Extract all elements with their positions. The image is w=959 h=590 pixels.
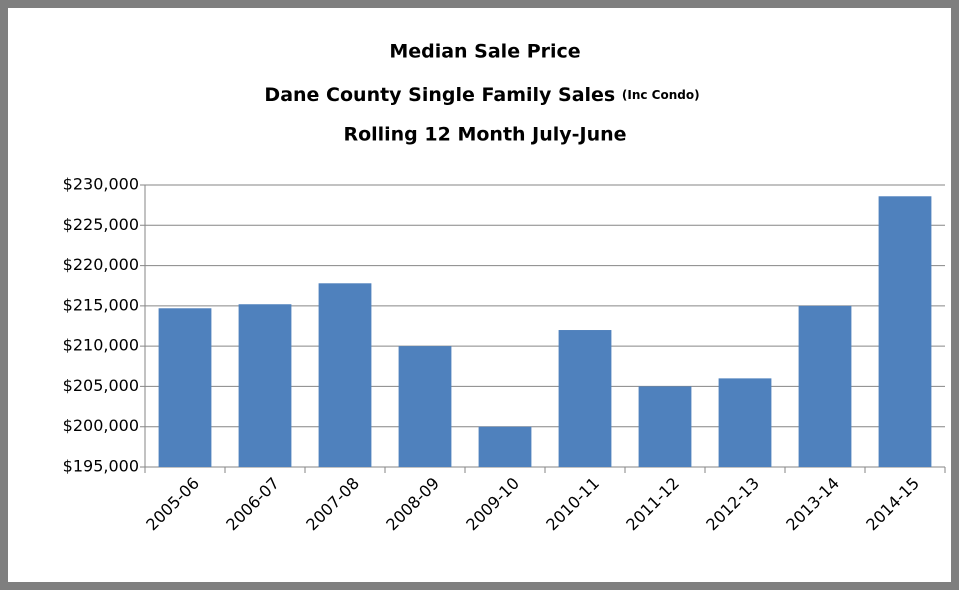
bar <box>638 386 692 467</box>
bar <box>238 304 292 467</box>
y-tick-label: $210,000 <box>63 336 139 355</box>
y-tick-label: $195,000 <box>63 457 139 476</box>
subtitle-note: (Inc Condo) <box>622 88 700 102</box>
bar <box>878 196 932 467</box>
y-tick-label: $215,000 <box>63 295 139 314</box>
chart-title: Median Sale Price <box>389 41 580 63</box>
bar <box>798 305 852 467</box>
bar <box>558 330 612 467</box>
y-tick-label: $225,000 <box>63 215 139 234</box>
y-tick-label: $220,000 <box>63 255 139 274</box>
bar <box>478 426 532 467</box>
subtitle-main: Dane County Single Family Sales <box>264 84 615 106</box>
y-tick-label: $230,000 <box>63 175 139 194</box>
y-tick-label: $205,000 <box>63 376 139 395</box>
bar <box>718 378 772 467</box>
chart-subtitle-2: Rolling 12 Month July-June <box>343 124 626 146</box>
bar <box>158 308 212 467</box>
bar <box>398 346 452 467</box>
chart-subtitle: Dane County Single Family Sales (Inc Con… <box>264 84 699 106</box>
bar <box>318 283 372 467</box>
y-tick-label: $200,000 <box>63 416 139 435</box>
